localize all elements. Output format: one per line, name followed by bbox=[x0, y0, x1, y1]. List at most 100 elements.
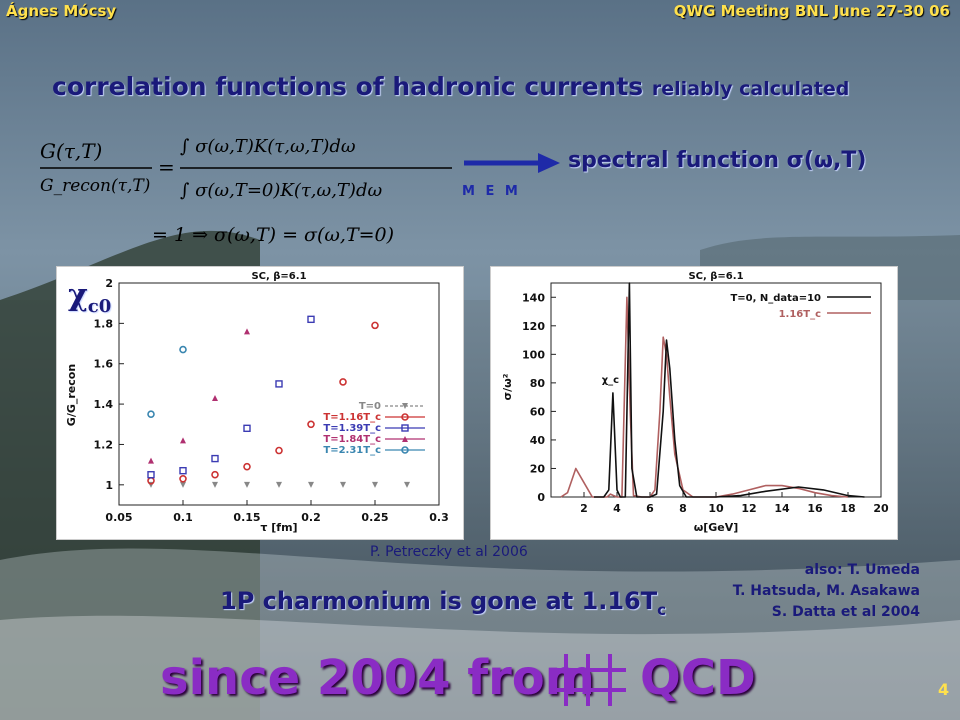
y-axis-label: G/G_recon bbox=[65, 364, 78, 426]
data-point bbox=[148, 457, 154, 464]
x-tick-label: 12 bbox=[741, 502, 756, 515]
legend-marker bbox=[402, 436, 408, 442]
chi-c0-label: χc0 bbox=[68, 278, 111, 317]
legend-label: T=2.31T_c bbox=[323, 445, 381, 456]
legend-label: 1.16T_c bbox=[779, 309, 821, 320]
legend-label: T=1.16T_c bbox=[323, 412, 381, 423]
data-point bbox=[276, 481, 282, 488]
chi-c-annotation: χ_c bbox=[602, 375, 619, 386]
y-tick-label: 60 bbox=[530, 405, 546, 418]
spectral-function-plot: SC, β=6.1 2 4 6 8 10 12 14 16 18 20 0 20 40 60 80 100 120… bbox=[501, 271, 889, 534]
correlator-ratio-chart: SC, β=6.1 0.05 0.1 0.15 0.2 0.25 0.3 1 1.2 1.4 1.6… bbox=[56, 266, 464, 540]
data-point bbox=[179, 345, 187, 354]
x-tick-label: 16 bbox=[807, 502, 823, 515]
y-tick-label: 1.6 bbox=[94, 358, 114, 371]
lattice-grid-icon bbox=[550, 654, 626, 706]
data-point bbox=[243, 462, 251, 471]
x-tick-label: 8 bbox=[679, 502, 687, 515]
data-point bbox=[340, 481, 346, 488]
data-point bbox=[211, 454, 219, 463]
formula-line2: = 1 ⇒ σ(ω,T) = σ(ω,T=0) bbox=[152, 224, 394, 246]
data-point bbox=[244, 328, 250, 335]
x-tick-label: 0.2 bbox=[301, 511, 321, 524]
spectral-function: spectral function σ(ω,T) bbox=[568, 148, 867, 173]
data-point bbox=[243, 424, 251, 433]
x-axis-label: τ [fm] bbox=[260, 521, 297, 534]
charmonium-sub: c bbox=[657, 600, 667, 619]
y-tick-label: 1.2 bbox=[94, 438, 114, 451]
y-tick-label: 100 bbox=[522, 348, 545, 361]
x-tick-label: 18 bbox=[840, 502, 855, 515]
x-tick-label: 0.1 bbox=[173, 511, 193, 524]
series-line bbox=[593, 282, 865, 498]
also-line-2: T. Hatsuda, M. Asakawa bbox=[732, 583, 920, 599]
legend-label: T=0, N_data=10 bbox=[730, 293, 821, 304]
chart-title: SC, β=6.1 bbox=[688, 271, 743, 282]
data-point bbox=[212, 395, 218, 402]
y-tick-label: 1.4 bbox=[94, 398, 114, 411]
chart-title: SC, β=6.1 bbox=[251, 271, 306, 282]
formula-g-num: G(τ,T) bbox=[40, 139, 102, 163]
data-point bbox=[372, 481, 378, 488]
mem-label: M E M bbox=[462, 184, 521, 199]
plot-frame bbox=[550, 282, 882, 498]
x-tick-label: 4 bbox=[613, 502, 621, 515]
charmonium-text: 1P charmonium is gone at 1.16T bbox=[220, 587, 658, 615]
x-tick-label: 0.15 bbox=[233, 511, 260, 524]
y-tick-label: 120 bbox=[522, 320, 545, 333]
data-point bbox=[147, 410, 155, 418]
also-line-3: S. Datta et al 2004 bbox=[771, 604, 920, 620]
since-2004-text: since 2004 from bbox=[160, 650, 595, 706]
correlator-ratio-plot: SC, β=6.1 0.05 0.1 0.15 0.2 0.25 0.3 1 1.2 1.4 1.6… bbox=[65, 271, 449, 534]
also-line-1: also: T. Umeda bbox=[804, 562, 920, 578]
formula-int-den: ∫ σ(ω,T=0)K(τ,ω,T)dω bbox=[180, 180, 382, 201]
correlation-formula: G(τ,T) G_recon(τ,T) = ∫ σ(ω,T)K(τ,ω,T)dω… bbox=[40, 136, 452, 246]
data-point bbox=[275, 380, 283, 388]
chi-symbol: χ bbox=[68, 278, 88, 313]
title-main: correlation functions of hadronic curren… bbox=[52, 72, 644, 101]
title-small: reliably calculated bbox=[651, 78, 850, 100]
x-tick-label: 20 bbox=[873, 502, 889, 515]
y-tick-label: 80 bbox=[530, 377, 546, 390]
data-point bbox=[275, 446, 283, 455]
data-point bbox=[404, 481, 410, 488]
y-axis-label: σ/ω² bbox=[501, 373, 514, 400]
legend-marker bbox=[402, 403, 408, 409]
y-tick-label: 1.8 bbox=[94, 317, 114, 330]
qcd-text: QCD bbox=[640, 650, 756, 706]
spectral-function-chart: SC, β=6.1 2 4 6 8 10 12 14 16 18 20 0 20 40 60 80 100 120… bbox=[490, 266, 898, 540]
formula-g-den: G_recon(τ,T) bbox=[40, 176, 150, 196]
author-name: Ágnes Mócsy bbox=[6, 2, 117, 20]
meeting-info: QWG Meeting BNL June 27-30 06 bbox=[673, 2, 950, 20]
charmonium-statement: 1P charmonium is gone at 1.16Tc bbox=[220, 587, 666, 619]
mem-arrow bbox=[464, 153, 560, 173]
y-tick-label: 140 bbox=[522, 291, 545, 304]
x-tick-label: 10 bbox=[708, 502, 724, 515]
legend-label: T=0 bbox=[359, 401, 381, 412]
data-point bbox=[147, 471, 155, 479]
data-point bbox=[212, 481, 218, 488]
data-point bbox=[244, 481, 250, 488]
slide-title: correlation functions of hadronic curren… bbox=[52, 72, 849, 101]
legend-marker bbox=[401, 424, 409, 432]
y-tick-label: 0 bbox=[537, 491, 545, 504]
data-point bbox=[308, 481, 314, 488]
x-tick-label: 6 bbox=[646, 502, 654, 515]
chi-subscript: c0 bbox=[87, 296, 112, 317]
x-axis-label: ω[GeV] bbox=[694, 521, 739, 534]
svg-text:=: = bbox=[158, 155, 175, 179]
formula-int-num: ∫ σ(ω,T)K(τ,ω,T)dω bbox=[180, 136, 356, 157]
y-tick-label: 1 bbox=[105, 479, 113, 492]
data-point bbox=[371, 321, 379, 330]
x-tick-label: 0.3 bbox=[429, 511, 449, 524]
x-tick-label: 0.05 bbox=[105, 511, 132, 524]
legend-marker bbox=[401, 413, 409, 421]
page-number: 4 bbox=[938, 680, 950, 699]
legend-marker bbox=[401, 446, 409, 454]
data-point bbox=[179, 474, 187, 483]
data-point bbox=[180, 481, 186, 488]
data-point bbox=[339, 378, 347, 386]
y-tick-label: 2 bbox=[105, 277, 113, 290]
plot-frame bbox=[118, 282, 440, 506]
data-point bbox=[179, 466, 187, 475]
